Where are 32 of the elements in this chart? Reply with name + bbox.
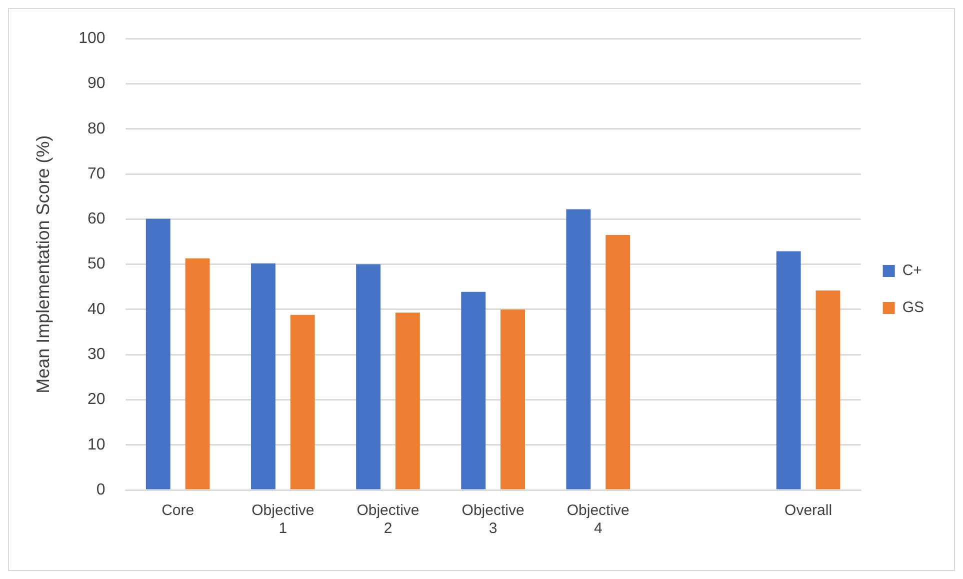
- bar: [461, 292, 486, 490]
- y-tick-label: 70: [88, 165, 106, 182]
- bar: [816, 290, 840, 490]
- x-tick-label: Objective 2: [356, 502, 420, 538]
- y-tick-label: 20: [88, 391, 106, 408]
- y-tick-label: 40: [88, 300, 106, 318]
- bar: [395, 312, 420, 490]
- bar: [146, 218, 170, 490]
- x-tick-label: Objective 1: [252, 502, 314, 538]
- x-tick-label: Objective 4: [566, 502, 630, 538]
- y-tick-label: 90: [88, 75, 106, 92]
- bar: [356, 264, 380, 490]
- x-tick-label: Core: [162, 502, 194, 520]
- x-tick-label: Overall: [784, 502, 832, 520]
- bar: [250, 263, 276, 490]
- y-tick-label: 50: [88, 256, 106, 273]
- legend-label: GS: [902, 299, 924, 316]
- bar: [606, 234, 630, 490]
- bar: [290, 314, 315, 490]
- y-tick-label: 60: [88, 210, 106, 228]
- y-tick-label: 100: [78, 30, 106, 48]
- bar: [776, 251, 801, 490]
- bar: [500, 309, 525, 490]
- y-axis-title: Mean Implementation Score (%): [32, 135, 53, 394]
- x-tick-label: Objective 3: [462, 502, 524, 538]
- bar: [566, 209, 591, 490]
- y-tick-label: 30: [88, 346, 106, 363]
- y-tick-label: 0: [96, 481, 106, 498]
- y-tick-label: 10: [88, 436, 106, 454]
- y-tick-label: 80: [88, 120, 106, 138]
- bar: [185, 258, 210, 490]
- legend-label: C+: [902, 262, 922, 280]
